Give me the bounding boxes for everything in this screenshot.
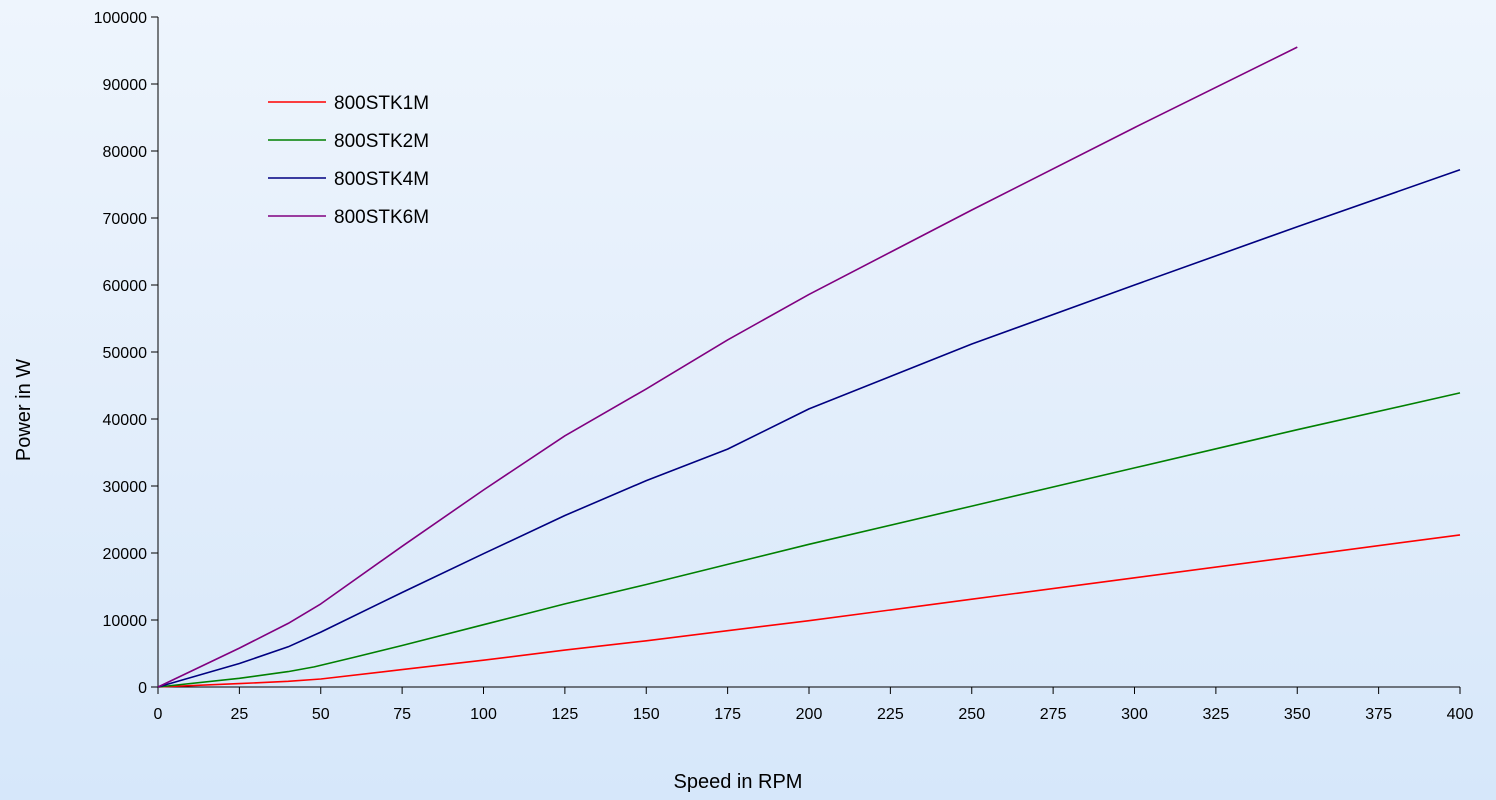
legend-label-800stk4m: 800STK4M [334, 169, 429, 190]
y-tick-label: 60000 [103, 278, 148, 295]
y-tick-label: 40000 [103, 412, 148, 429]
x-tick-label: 125 [552, 706, 579, 723]
x-tick-label: 175 [714, 706, 741, 723]
y-tick-label: 100000 [94, 10, 147, 27]
x-tick-label: 275 [1040, 706, 1067, 723]
legend: 800STK1M 800STK2M 800STK4M 800STK6M [268, 93, 429, 228]
x-tick-label: 400 [1447, 706, 1474, 723]
x-tick-label: 75 [393, 706, 411, 723]
y-tick-label: 20000 [103, 546, 148, 563]
series-line-800stk2m [157, 392, 1461, 688]
x-tick-label: 0 [154, 706, 163, 723]
y-tick-label: 70000 [103, 211, 148, 228]
legend-label-800stk6m: 800STK6M [334, 207, 429, 228]
y-tick-label: 90000 [103, 77, 148, 94]
series-line-800stk4m [157, 169, 1461, 688]
x-tick-label: 225 [877, 706, 904, 723]
y-tick-label: 30000 [103, 479, 148, 496]
x-tick-label: 375 [1365, 706, 1392, 723]
legend-label-800stk2m: 800STK2M [334, 131, 429, 152]
x-tick-label: 25 [230, 706, 248, 723]
x-axis-title: Speed in RPM [674, 771, 803, 793]
x-tick-label: 325 [1203, 706, 1230, 723]
x-tick-label: 150 [633, 706, 660, 723]
y-tick-label: 80000 [103, 144, 148, 161]
x-tick-label: 250 [958, 706, 985, 723]
series-line-800stk6m [157, 46, 1298, 688]
x-tick-label: 200 [796, 706, 823, 723]
x-tick-label: 300 [1121, 706, 1148, 723]
x-tick-label: 100 [470, 706, 497, 723]
y-tick-label: 10000 [103, 613, 148, 630]
series-layer [157, 46, 1461, 688]
legend-label-800stk1m: 800STK1M [334, 93, 429, 114]
series-line-800stk1m [157, 534, 1461, 688]
x-tick-label: 350 [1284, 706, 1311, 723]
x-tick-label: 50 [312, 706, 330, 723]
axes: 0 10000 20000 30000 40000 50000 60000 70000 8000… [94, 10, 1474, 723]
y-tick-label: 0 [138, 680, 147, 697]
y-axis-title: Power in W [13, 359, 35, 461]
y-tick-label: 50000 [103, 345, 148, 362]
